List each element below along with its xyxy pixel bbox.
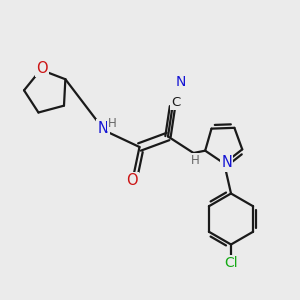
Text: H: H [190,154,200,167]
Text: N: N [221,155,232,170]
Text: O: O [36,61,47,76]
Text: N: N [98,121,108,136]
Text: H: H [107,117,116,130]
Text: Cl: Cl [224,256,238,270]
Text: O: O [127,173,138,188]
Text: C: C [172,95,181,109]
Text: N: N [176,76,186,89]
